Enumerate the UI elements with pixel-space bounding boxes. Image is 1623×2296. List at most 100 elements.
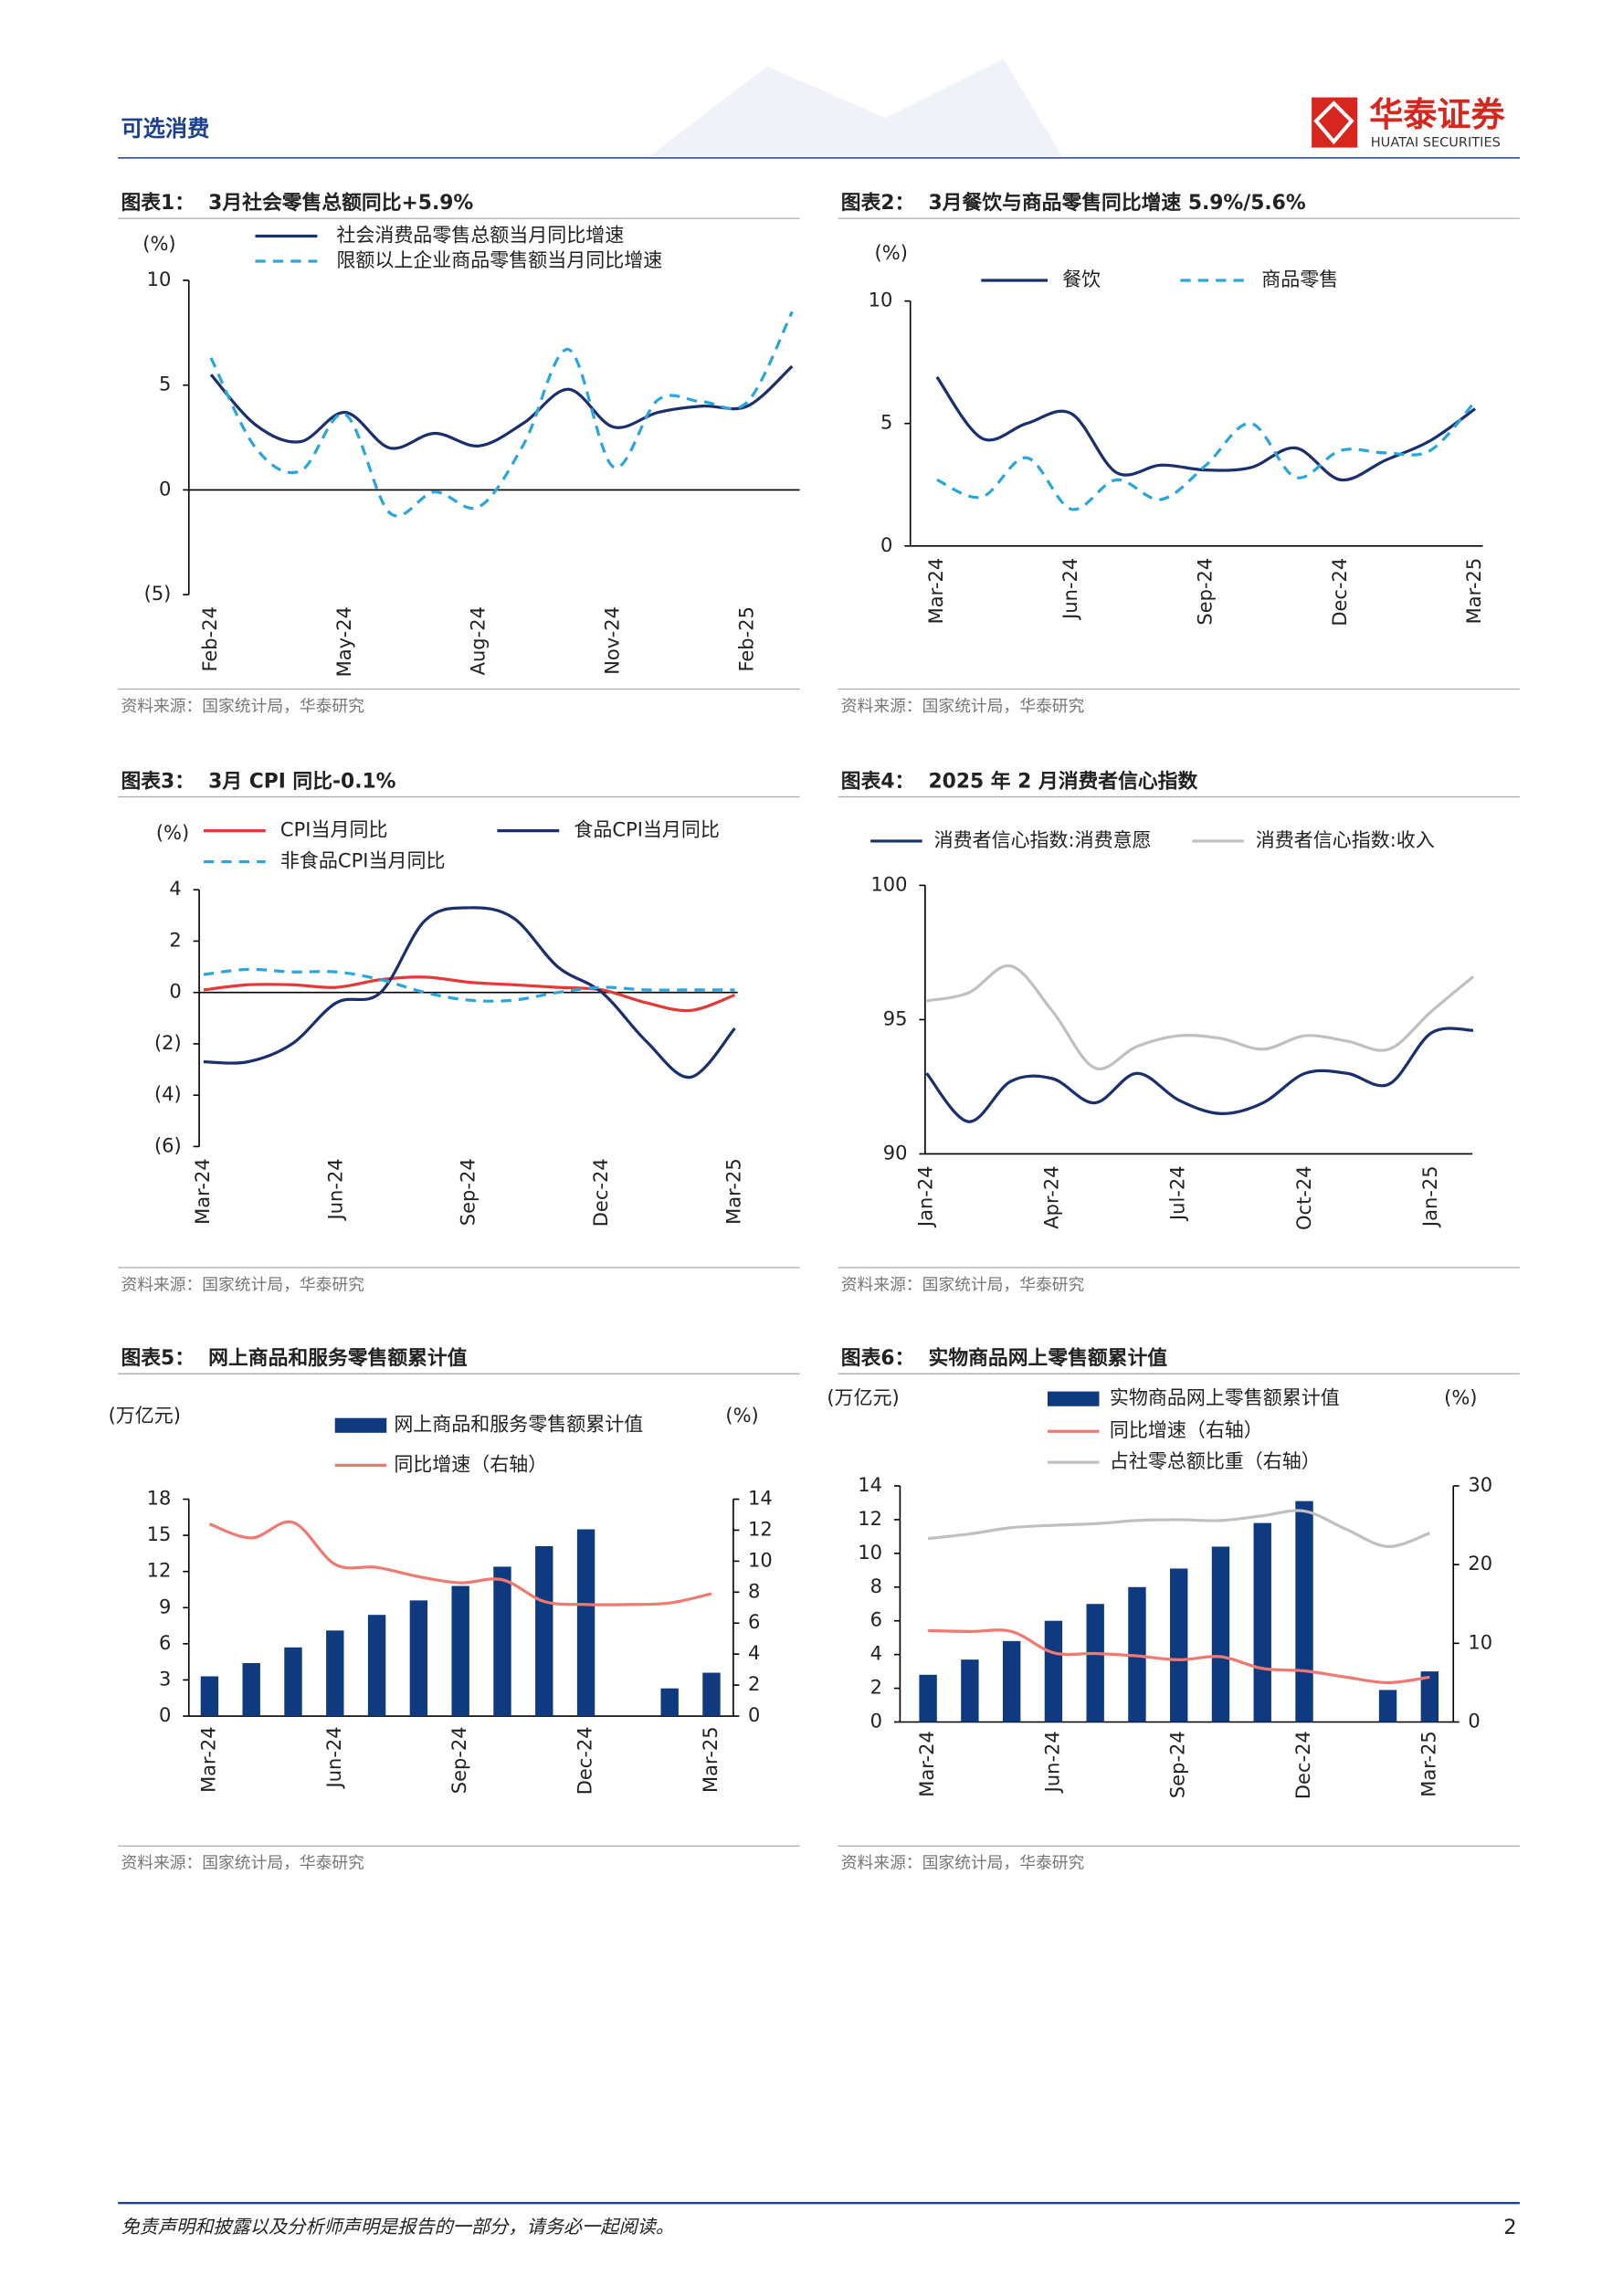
bar [1295,1501,1313,1722]
legend-label: 商品零售 [1261,269,1338,290]
bar [1253,1522,1271,1722]
yticks-label: 4 [169,878,181,900]
y-unit: (万亿元) [827,1387,899,1409]
bar [367,1615,386,1717]
yticks-label: 2 [169,929,181,951]
y-unit: (%) [142,233,175,255]
chart-title: 图表2： 3月餐饮与商品零售同比增速 5.9%/5.6% [841,191,1306,215]
chart-source: 资料来源：国家统计局，华泰研究 [841,1275,1085,1294]
bar [1420,1671,1439,1722]
yticks-label: 0 [870,1710,882,1732]
y2ticks-label: 12 [748,1518,773,1540]
yticks-label: 14 [858,1474,882,1496]
bar [284,1647,302,1717]
x-tick-label: Apr-24 [1041,1165,1063,1228]
x-tick-label: Feb-24 [199,606,221,671]
yticks-label: 5 [880,412,892,434]
y2ticks-label: 4 [748,1642,760,1664]
x-tick-label: Sep-24 [458,1158,480,1226]
legend-label: 同比增速（右轴） [394,1453,547,1475]
yticks-label: 0 [159,478,171,500]
series-line [208,1520,712,1606]
x-tick-label: Jun-24 [1041,1731,1063,1794]
bar [702,1672,721,1717]
legend-label: 非食品CPI当月同比 [280,850,446,872]
yticks-label: 0 [880,534,892,556]
y2ticks-label: 2 [748,1673,760,1695]
yticks-label: 15 [147,1523,172,1545]
chart-source: 资料来源：国家统计局，华泰研究 [841,1854,1085,1873]
y-unit: (%) [156,822,189,844]
series-line [203,967,735,1003]
x-tick-label: Mar-25 [1417,1731,1439,1797]
y2-unit: (%) [1444,1387,1477,1409]
x-tick-label: Jan-24 [915,1165,937,1228]
x-tick-label: Jun-24 [324,1158,346,1221]
y2ticks-label: 6 [748,1611,760,1633]
y2ticks-label: 14 [748,1488,773,1510]
chart-source: 资料来源：国家统计局，华泰研究 [121,697,364,716]
yticks-label: 10 [869,290,893,311]
legend-label: 消费者信心指数:收入 [1256,829,1435,851]
yticks-label: 95 [883,1007,908,1029]
chart-title: 图表3： 3月 CPI 同比-0.1% [121,770,395,793]
x-tick-label: Mar-24 [192,1158,214,1225]
yticks-label: 12 [858,1508,882,1530]
yticks-label: 18 [147,1488,172,1510]
header-decoration [648,58,1063,157]
bar [1211,1546,1230,1722]
bar [1086,1604,1104,1722]
bar [242,1662,260,1717]
brand-name-en: HUATAI SECURITIES [1371,136,1501,151]
legend-swatch [1047,1391,1100,1406]
x-tick-label: Mar-24 [925,558,947,625]
yticks-label: 5 [159,374,171,395]
x-tick-label: Jun-24 [323,1726,345,1789]
bar [1044,1620,1063,1722]
yticks-label: 10 [147,269,172,290]
yticks-label: 6 [159,1632,171,1654]
legend-label: 占社零总额比重（右轴） [1110,1450,1321,1472]
x-tick-label: Dec-24 [1329,558,1351,627]
disclaimer: 免责声明和披露以及分析师声明是报告的一部分，请务必一起阅读。 [121,2216,674,2238]
bar [535,1545,553,1717]
legend-label: 网上商品和服务零售额累计值 [394,1414,643,1436]
x-tick-label: Jan-25 [1419,1165,1441,1228]
x-tick-label: Mar-25 [700,1726,722,1793]
legend-label: CPI当月同比 [280,819,388,841]
x-tick-label: Dec-24 [574,1726,596,1795]
x-tick-label: Mar-24 [197,1726,219,1793]
y2-unit: (%) [725,1405,758,1427]
yticks-label: 8 [870,1575,882,1597]
bar [576,1529,595,1717]
x-tick-label: Jul-24 [1167,1165,1189,1222]
legend-label: 消费者信心指数:消费意愿 [934,829,1152,851]
yticks-label: 9 [159,1596,171,1617]
series-line [926,964,1475,1071]
bar [200,1676,219,1717]
series-line [927,1509,1430,1548]
legend-swatch [334,1417,387,1433]
brand-name: 华泰证券 [1369,95,1505,134]
chart-title: 图表5： 网上商品和服务零售额累计值 [121,1346,467,1370]
bar [326,1630,344,1717]
series-line [925,1027,1474,1123]
logo-mark [1313,100,1354,145]
page-number: 2 [1503,2216,1516,2239]
series-line [936,400,1477,511]
series-line [935,375,1477,482]
yticks-label: 12 [147,1560,172,1582]
bar [409,1600,428,1717]
x-tick-label: Mar-24 [916,1731,938,1797]
legend-label: 限额以上企业商品零售额当月同比增速 [336,249,662,271]
series-line [209,364,794,450]
yticks-label: 2 [870,1677,882,1699]
yticks-label: (6) [154,1134,182,1156]
x-tick-label: Mar-25 [1463,558,1485,625]
bar [451,1585,469,1717]
y2ticks-label: 30 [1468,1474,1492,1496]
yticks-label: 3 [159,1668,171,1690]
y2ticks-label: 10 [748,1549,773,1571]
x-tick-label: May-24 [333,606,355,677]
